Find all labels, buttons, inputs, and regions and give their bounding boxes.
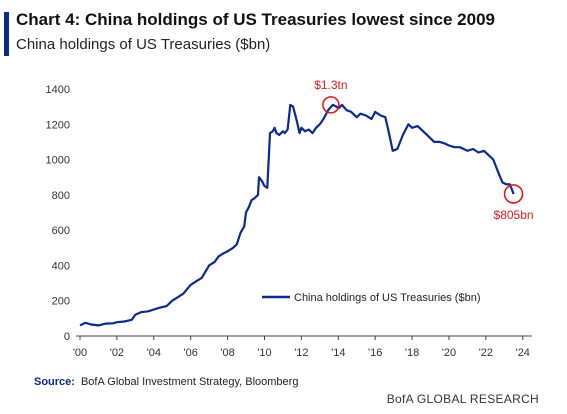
y-tick-label: 200 xyxy=(52,296,70,308)
x-tick-label: '04 xyxy=(147,347,161,359)
x-tick-label: '00 xyxy=(73,347,87,359)
y-tick-label: 0 xyxy=(64,331,70,343)
source-label: Source: xyxy=(34,376,75,388)
series-line xyxy=(79,103,515,327)
legend: China holdings of US Treasuries ($bn) xyxy=(262,292,480,304)
x-tick-label: '24 xyxy=(516,347,530,359)
y-tick-label: 800 xyxy=(52,190,70,202)
y-tick-label: 1400 xyxy=(46,84,70,96)
x-tick-label: '18 xyxy=(405,347,419,359)
latest-annotation-label: $805bn xyxy=(494,208,534,222)
chart-title: Chart 4: China holdings of US Treasuries… xyxy=(16,10,495,29)
x-tick-label: '16 xyxy=(368,347,382,359)
source-text: BofA Global Investment Strategy, Bloombe… xyxy=(80,376,299,388)
chart-axes: '00'02'04'06'08'10'12'14'16'18'20'22'24 … xyxy=(46,84,532,359)
annotations: $1.3tn $805bn xyxy=(314,78,533,222)
x-tick-label: '14 xyxy=(331,347,345,359)
y-axis-ticks: 0 200 400 600 800 1000 1200 1400 xyxy=(46,84,70,343)
x-tick-label: '06 xyxy=(184,347,198,359)
x-tick-label: '02 xyxy=(110,347,124,359)
title-accent-bar xyxy=(4,12,9,56)
x-tick-label: '10 xyxy=(257,347,271,359)
chart-subtitle: China holdings of US Treasuries ($bn) xyxy=(16,36,271,53)
source-note: Source: BofA Global Investment Strategy, … xyxy=(34,376,298,388)
y-tick-label: 400 xyxy=(52,260,70,272)
footer-brand: BofA GLOBAL RESEARCH xyxy=(386,392,539,406)
legend-label: China holdings of US Treasuries ($bn) xyxy=(294,292,480,304)
peak-annotation-label: $1.3tn xyxy=(314,78,347,92)
y-tick-label: 1200 xyxy=(46,119,70,131)
latest-highlight-circle xyxy=(503,184,524,204)
x-tick-label: '08 xyxy=(220,347,234,359)
x-tick-label: '22 xyxy=(479,347,493,359)
x-axis-ticks: '00 '02 '04 '06 '08 '10 '12 '14 '16 '18 '20 '22 '24 xyxy=(73,336,530,359)
peak-highlight-circle xyxy=(322,96,340,114)
y-tick-label: 1000 xyxy=(46,155,70,167)
x-tick-label: '12 xyxy=(294,347,308,359)
y-tick-label: 600 xyxy=(52,225,70,237)
x-tick-label: '20 xyxy=(442,347,456,359)
